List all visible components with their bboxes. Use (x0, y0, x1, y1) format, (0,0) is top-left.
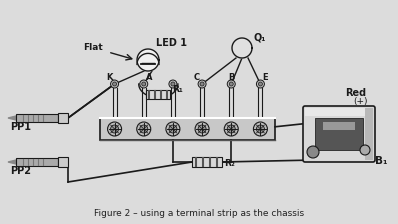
Circle shape (140, 80, 148, 88)
Polygon shape (137, 49, 159, 71)
Circle shape (200, 82, 204, 86)
Bar (16, 158, 58, 166)
Circle shape (113, 82, 117, 86)
Polygon shape (232, 38, 252, 58)
Polygon shape (8, 116, 16, 120)
Text: PP1: PP1 (10, 122, 31, 132)
Text: PP2: PP2 (10, 166, 31, 176)
Text: (+): (+) (353, 97, 367, 106)
Circle shape (307, 146, 319, 158)
Circle shape (169, 80, 177, 88)
Circle shape (111, 125, 119, 133)
Bar (100, 118, 275, 140)
Bar (305, 108, 373, 116)
Circle shape (137, 122, 151, 136)
Circle shape (142, 82, 146, 86)
Text: R₁: R₁ (172, 85, 183, 94)
Circle shape (198, 125, 206, 133)
Text: C: C (194, 73, 200, 82)
Circle shape (111, 80, 119, 88)
Circle shape (224, 122, 238, 136)
Text: B₁: B₁ (375, 156, 388, 166)
Text: E: E (262, 73, 268, 82)
Text: Figure 2 – using a terminal strip as the chassis: Figure 2 – using a terminal strip as the… (94, 209, 304, 218)
Circle shape (107, 122, 121, 136)
Bar (58, 113, 68, 123)
Text: LED 1: LED 1 (156, 38, 187, 48)
Circle shape (140, 125, 148, 133)
Bar (365, 108, 373, 160)
Text: B: B (228, 73, 235, 82)
Text: K: K (107, 73, 113, 82)
Circle shape (195, 122, 209, 136)
Circle shape (229, 82, 233, 86)
Circle shape (256, 80, 264, 88)
Circle shape (256, 125, 264, 133)
Circle shape (227, 125, 235, 133)
Text: Red: Red (345, 88, 366, 98)
Bar (146, 90, 170, 99)
Circle shape (171, 82, 175, 86)
Bar (323, 122, 355, 130)
Circle shape (166, 122, 180, 136)
Circle shape (258, 82, 262, 86)
Text: Q₁: Q₁ (254, 32, 267, 42)
Circle shape (360, 145, 370, 155)
Circle shape (254, 122, 267, 136)
Bar (16, 114, 58, 122)
Circle shape (198, 80, 206, 88)
Circle shape (169, 125, 177, 133)
Text: R₂: R₂ (224, 159, 235, 168)
FancyBboxPatch shape (303, 106, 375, 162)
Text: Flat: Flat (83, 43, 103, 52)
Polygon shape (137, 53, 159, 65)
Bar (192, 157, 222, 167)
Text: A: A (146, 73, 152, 82)
Bar (315, 118, 363, 150)
Polygon shape (8, 160, 16, 164)
Circle shape (227, 80, 235, 88)
Bar (58, 157, 68, 167)
